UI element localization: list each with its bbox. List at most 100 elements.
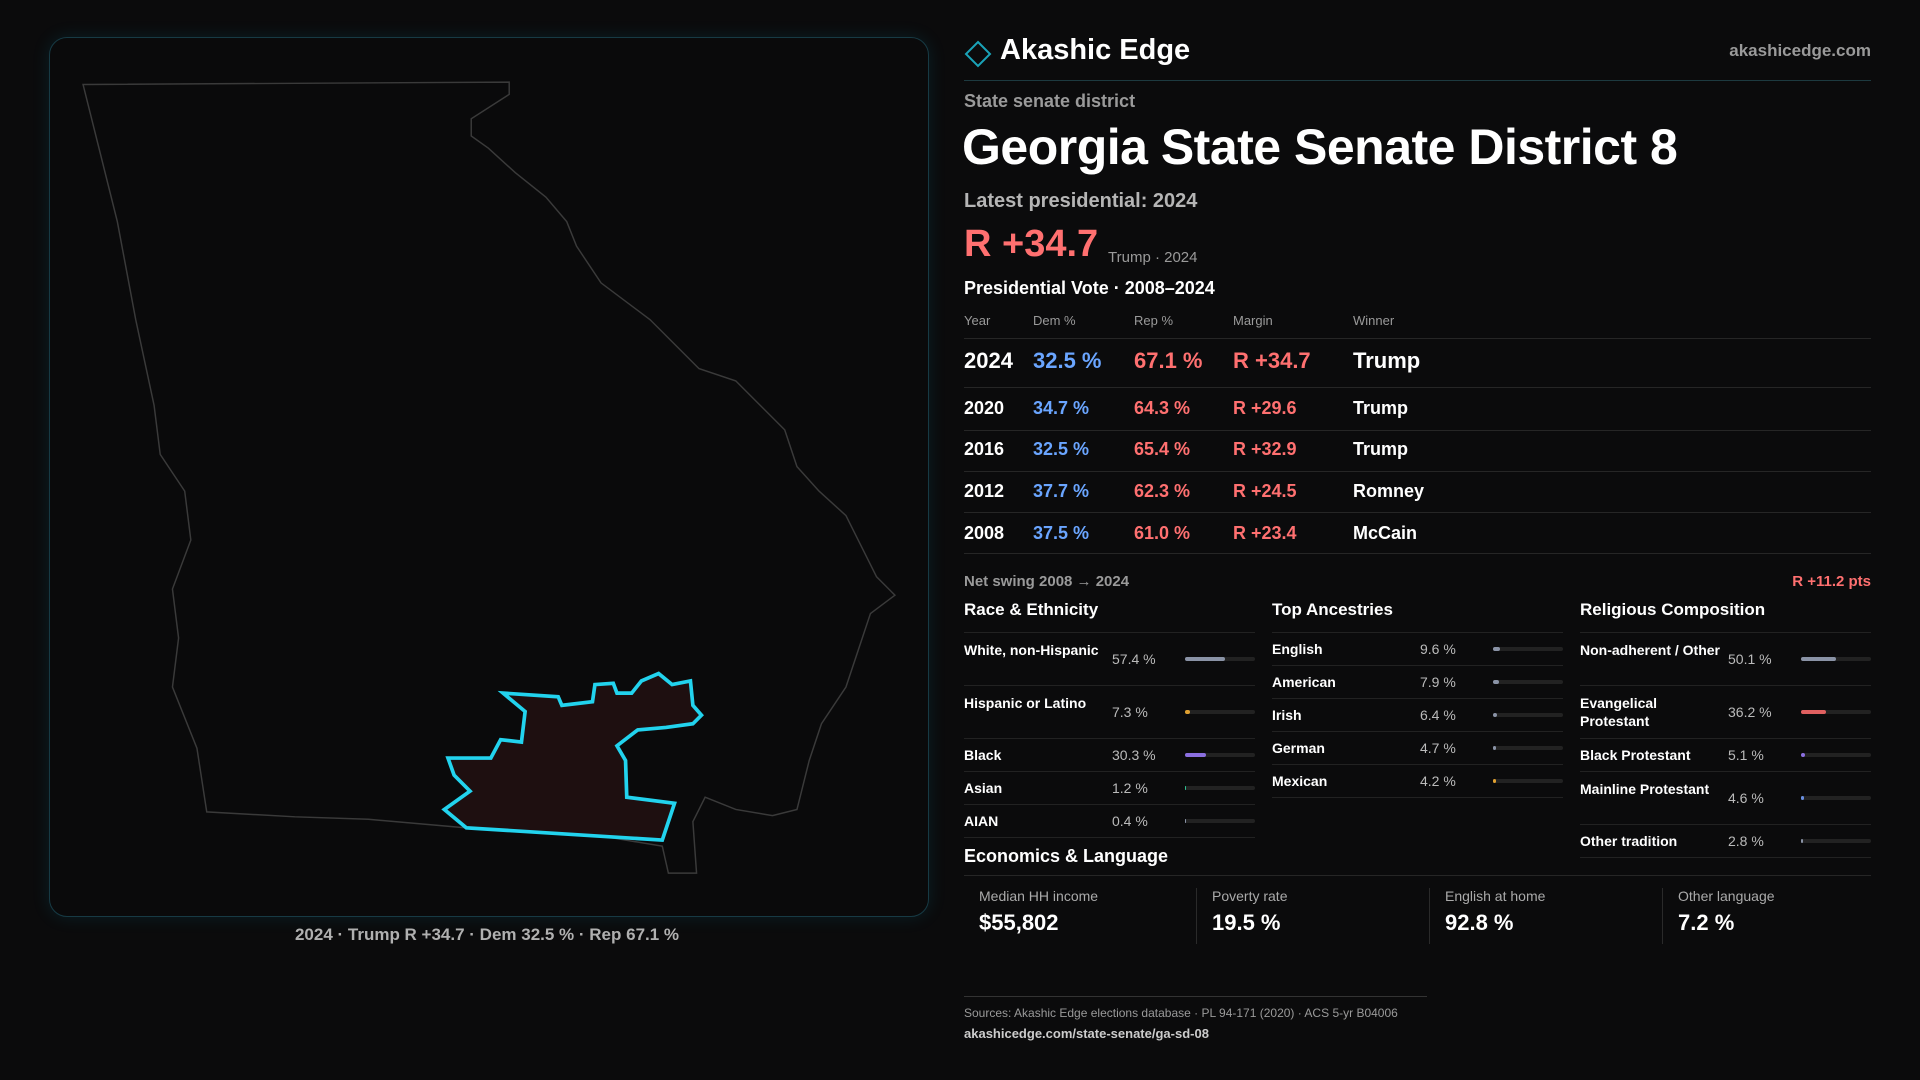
item-value: 4.6 % [1728, 790, 1764, 806]
table-cell: 61.0 % [1134, 523, 1191, 543]
bar-track [1185, 753, 1255, 757]
item-value: 36.2 % [1728, 704, 1772, 720]
item-name: Black [964, 747, 1002, 763]
table-cell: 37.5 % [1033, 523, 1090, 543]
stat-row: English 9.6 % [1272, 633, 1563, 666]
bar-track [1185, 819, 1255, 823]
table-cell: R +34.7 [1233, 348, 1311, 373]
stat-value: 19.5 % [1212, 910, 1281, 935]
sources: Sources: Akashic Edge elections database… [964, 1006, 1398, 1020]
latest-label: Latest presidential: 2024 [964, 190, 1198, 212]
item-value: 4.2 % [1420, 773, 1456, 789]
bar [1801, 753, 1805, 757]
table-title: Presidential Vote · 2008–2024 [964, 278, 1215, 298]
stat-row: Evangelical Protestant 36.2 % [1580, 686, 1871, 739]
stat-label: Median HH income [979, 888, 1099, 904]
table-cell: Romney [1353, 481, 1425, 501]
item-name: Non-adherent / Other [1580, 642, 1721, 658]
item-value: 57.4 % [1112, 651, 1156, 667]
divider [964, 875, 1871, 876]
item-value: 0.4 % [1112, 813, 1148, 829]
bar-track [1185, 657, 1255, 661]
bar-track [1493, 746, 1563, 750]
bar-track [1493, 779, 1563, 783]
bar [1493, 680, 1499, 684]
bar [1493, 779, 1496, 783]
item-name: Mexican [1272, 773, 1328, 789]
stat-row: Mexican 4.2 % [1272, 765, 1563, 798]
stat-value: $55,802 [979, 910, 1059, 935]
table-cell: 65.4 % [1134, 439, 1191, 459]
stat-row: Black 30.3 % [964, 739, 1255, 772]
row-divider [964, 338, 1871, 339]
row-divider [964, 387, 1871, 388]
table-cell: 64.3 % [1134, 398, 1191, 418]
bar-track [1493, 713, 1563, 717]
logo [964, 40, 992, 68]
table-cell: Trump [1353, 348, 1421, 373]
stat-label: English at home [1445, 888, 1546, 904]
stat-row: Black Protestant 5.1 % [1580, 739, 1871, 772]
kicker: State senate district [964, 91, 1136, 111]
item-name: Mainline Protestant [1580, 781, 1710, 797]
panel-column: Religious Composition Non-adherent / Othe… [1580, 600, 1871, 858]
item-value: 6.4 % [1420, 707, 1456, 723]
table-cell: 32.5 % [1033, 348, 1102, 373]
column-header: Winner [1353, 313, 1395, 328]
brand-site[interactable]: akashicedge.com [1729, 41, 1871, 60]
source-url[interactable]: akashicedge.com/state-senate/ga-sd-08 [964, 1026, 1209, 1041]
econ-title: Economics & Language [964, 846, 1169, 866]
stat-box: Poverty rate 19.5 % [1196, 888, 1432, 944]
table-cell: Trump [1353, 398, 1409, 418]
item-name: German [1272, 740, 1325, 756]
bar-track [1185, 710, 1255, 714]
stat-row: Hispanic or Latino 7.3 % [964, 686, 1255, 739]
bar-track [1801, 657, 1871, 661]
stat-row: American 7.9 % [1272, 666, 1563, 699]
item-value: 2.8 % [1728, 833, 1764, 849]
stat-row: Non-adherent / Other 50.1 % [1580, 633, 1871, 686]
stat-row: White, non-Hispanic 57.4 % [964, 633, 1255, 686]
item-name: American [1272, 674, 1336, 690]
panel-title: Religious Composition [1580, 600, 1871, 633]
panel-column: Top Ancestries English 9.6 % American 7.9 % I… [1272, 600, 1563, 798]
item-value: 9.6 % [1420, 641, 1456, 657]
bar [1801, 796, 1805, 800]
bar-track [1801, 796, 1871, 800]
bar [1493, 647, 1500, 651]
table-cell: McCain [1353, 523, 1418, 543]
bar-track [1493, 680, 1563, 684]
column-header: Year [964, 313, 991, 328]
item-name: Hispanic or Latino [964, 695, 1087, 711]
margin-note: Trump · 2024 [1108, 249, 1198, 266]
bar [1185, 657, 1226, 661]
table-cell: Trump [1353, 439, 1409, 459]
item-value: 50.1 % [1728, 651, 1772, 667]
stat-label: Other language [1678, 888, 1775, 904]
stat-row: Asian 1.2 % [964, 772, 1255, 805]
item-value: 7.3 % [1112, 704, 1148, 720]
item-name: Irish [1272, 707, 1302, 723]
stat-value: 7.2 % [1678, 910, 1735, 935]
divider [964, 996, 1427, 997]
stat-value: 92.8 % [1445, 910, 1514, 935]
table-cell: R +24.5 [1233, 481, 1297, 501]
bar-track [1493, 647, 1563, 651]
bar [1493, 713, 1498, 717]
table-cell: 2012 [964, 481, 1005, 501]
bar-track [1801, 710, 1871, 714]
table-cell: 34.7 % [1033, 398, 1090, 418]
panel-title: Race & Ethnicity [964, 600, 1255, 633]
swing-label: Net swing 2008 → 2024 [964, 573, 1130, 590]
item-value: 30.3 % [1112, 747, 1156, 763]
bar-track [1801, 839, 1871, 843]
column-header: Dem % [1033, 313, 1076, 328]
item-name: Other tradition [1580, 833, 1678, 849]
panel-column: Race & Ethnicity White, non-Hispanic 57.4 … [964, 600, 1255, 838]
swing-value: R +11.2 pts [1792, 573, 1871, 590]
state-outline [82, 81, 897, 874]
item-name: AIAN [964, 813, 999, 829]
item-value: 1.2 % [1112, 780, 1148, 796]
table-cell: 67.1 % [1134, 348, 1203, 373]
row-divider [964, 430, 1871, 431]
